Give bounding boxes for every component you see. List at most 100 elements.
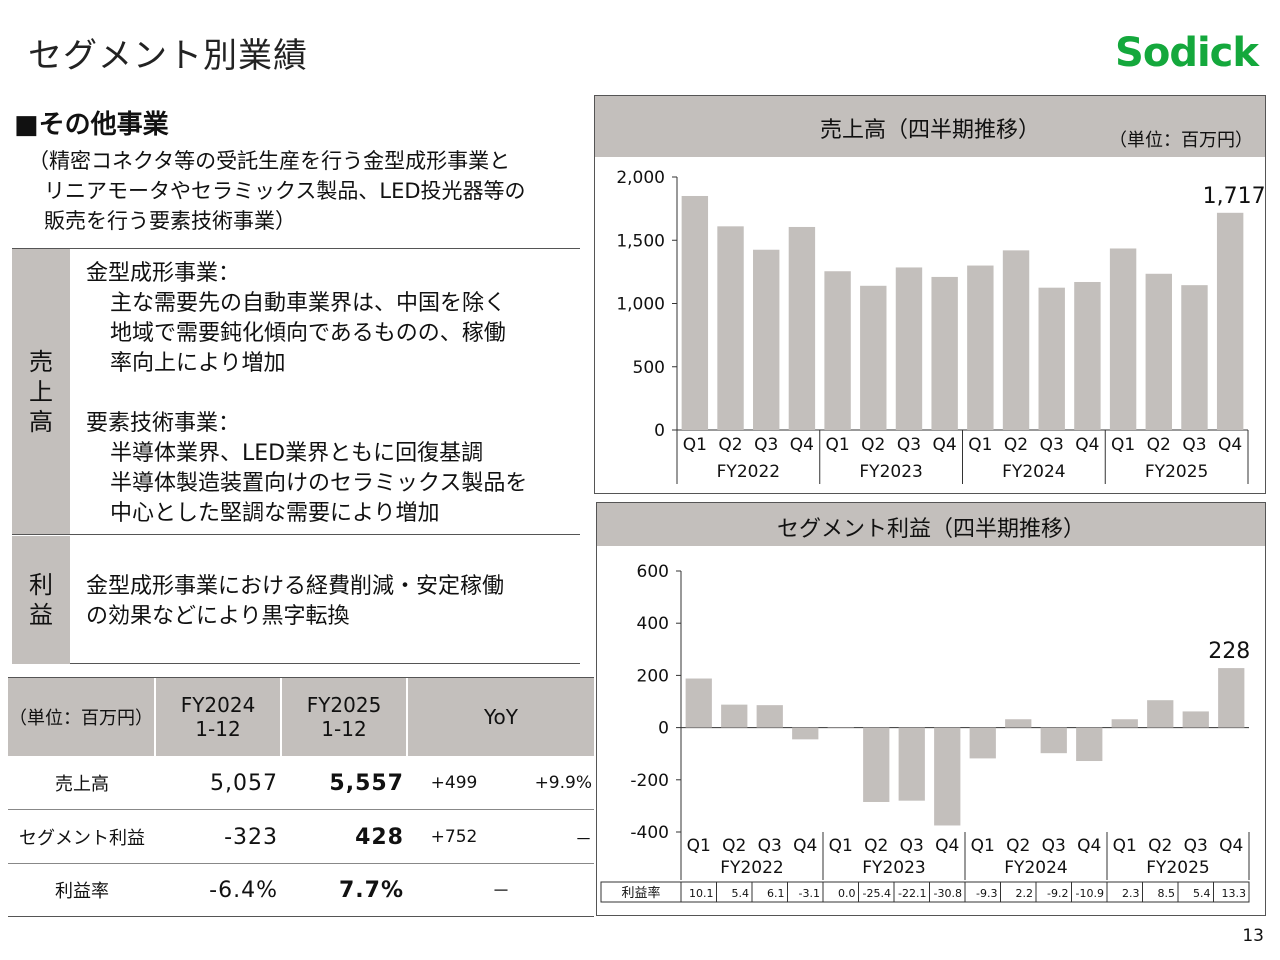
bar (967, 265, 994, 430)
y-tick-label: 500 (633, 358, 665, 378)
x-tick-label: Q1 (687, 836, 711, 856)
bar (753, 249, 780, 430)
margin-value: -9.2 (1047, 887, 1068, 900)
mold-business-title: 金型成形事業： (86, 261, 241, 286)
x-tick-label: Q4 (1218, 435, 1242, 455)
x-tick-label: Q2 (1147, 435, 1171, 455)
bar (1216, 212, 1244, 430)
x-tick-label: Q1 (968, 435, 992, 455)
profit-chart-title: セグメント利益（四半期推移） (776, 517, 1085, 542)
comment-line: 地域で需要鈍化傾向であるものの、稼働 (110, 321, 506, 346)
x-tick-label: Q2 (718, 435, 742, 455)
bar (1109, 248, 1137, 430)
sales-comment-head: 売 上 高 (12, 249, 70, 534)
yoy-header: YoY (408, 678, 594, 756)
segment-description: （精密コネクタ等の受託生産を行う金型成形事業と リニアモータやセラミックス製品、… (28, 146, 588, 236)
x-tick-label: Q2 (1006, 836, 1030, 856)
bar (1181, 285, 1208, 430)
bar (969, 727, 996, 759)
bar (1111, 719, 1138, 728)
fy2025-value: 5,557 (329, 770, 404, 796)
data-label: 1,717 (1203, 184, 1265, 209)
sales-chart: 2,000 1,500 1,000 500 0 1,717 Q1 Q2 Q3 Q4 Q1 Q2 Q3 Q4… (616, 168, 1265, 484)
yoy-pct-value: +9.9% (534, 773, 592, 793)
y-tick-label: 1,500 (616, 231, 665, 251)
data-label: 228 (1208, 639, 1250, 664)
margin-value: 6.1 (767, 887, 785, 900)
yoy-pct-value: － (575, 829, 592, 850)
margin-value: -22.1 (898, 887, 926, 900)
margin-value: 10.1 (689, 887, 714, 900)
x-tick-label: Q2 (1004, 435, 1028, 455)
x-tick-label: Q4 (1075, 435, 1099, 455)
bar (934, 727, 961, 826)
fy2024-value: 5,057 (210, 770, 278, 796)
comment-line: 主な需要先の自動車業界は、中国を除く (110, 291, 507, 316)
bar (681, 195, 709, 430)
x-tick-label: Q2 (1148, 836, 1172, 856)
y-tick-label: 600 (637, 562, 669, 582)
margin-value: -3.1 (799, 887, 820, 900)
bar (792, 727, 819, 740)
x-tick-label: Q4 (790, 435, 814, 455)
x-tick-label: Q3 (897, 435, 921, 455)
bar (860, 285, 887, 430)
margin-value: 13.3 (1222, 887, 1247, 900)
group-label: FY2022 (717, 462, 780, 482)
x-tick-label: Q3 (900, 836, 924, 856)
bar (721, 704, 748, 728)
row-label: セグメント利益 (19, 828, 145, 849)
bar (1147, 700, 1174, 728)
margin-value: -9.3 (976, 887, 997, 900)
margin-row-label: 利益率 (621, 885, 660, 901)
bar (788, 226, 816, 430)
profit-comment-row: 利 益 金型成形事業における経費削減・安定稼働 の効果などにより黒字転換 (12, 536, 580, 664)
x-tick-label: Q3 (1182, 435, 1206, 455)
bar (1076, 727, 1103, 762)
margin-value: -30.8 (934, 887, 962, 900)
summary-table-header: （単位：百万円） FY2024 1-12 FY2025 1-12 YoY (8, 677, 594, 756)
group-label: FY2024 (1002, 462, 1065, 482)
y-tick-label: -400 (630, 823, 669, 843)
segment-description-line: リニアモータやセラミックス製品、LED投光器等の (44, 179, 526, 203)
comment-line: 金型成形事業における経費削減・安定稼働 (86, 574, 505, 599)
page-number: 13 (1242, 926, 1264, 946)
group-label: FY2025 (1146, 858, 1209, 878)
margin-value: 0.0 (838, 887, 856, 900)
group-label: FY2025 (1145, 462, 1208, 482)
x-tick-label: Q4 (1077, 836, 1101, 856)
margin-value: 8.5 (1158, 887, 1176, 900)
segment-title: ■その他事業 (14, 110, 169, 140)
bar (1038, 287, 1065, 430)
tech-business-title: 要素技術事業： (86, 411, 241, 436)
profit-chart: 600 400 200 0 -200 -400 228 Q1 Q2 Q3 Q4 Q1 Q2 Q3 Q4 Q1 Q… (600, 562, 1250, 903)
yoy-abs-value: +499 (430, 773, 478, 793)
bar (1145, 273, 1172, 430)
x-tick-label: Q3 (1042, 836, 1066, 856)
comment-line: の効果などにより黒字転換 (86, 604, 350, 629)
x-tick-label: Q3 (754, 435, 778, 455)
bar (717, 226, 744, 430)
y-tick-label: -200 (630, 771, 669, 791)
x-tick-label: Q3 (1040, 435, 1064, 455)
profit-comment-head: 利 益 (12, 536, 70, 664)
profit-chart-title-bar (597, 503, 1265, 546)
unit-header: （単位：百万円） (8, 678, 156, 756)
bar (756, 705, 783, 728)
bar (827, 727, 854, 729)
bar (824, 271, 851, 430)
comment-line: 中心とした堅調な需要により増加 (110, 501, 440, 526)
x-tick-label: Q1 (825, 435, 849, 455)
sales-comment-body: 金型成形事業： 主な需要先の自動車業界は、中国を除く 地域で需要鈍化傾向であるも… (86, 259, 527, 529)
margin-value: 5.4 (1193, 887, 1211, 900)
bar (1182, 711, 1209, 728)
row-label: 利益率 (55, 881, 109, 902)
group-label: FY2023 (859, 462, 922, 482)
y-tick-label: 0 (654, 421, 665, 441)
profit-head-char: 利 (29, 571, 53, 599)
segment-description-line: 販売を行う要素技術事業） (44, 209, 296, 233)
y-tick-label: 1,000 (616, 295, 665, 315)
group-label: FY2024 (1004, 858, 1067, 878)
x-tick-label: Q2 (861, 435, 885, 455)
margin-value: -25.4 (863, 887, 891, 900)
